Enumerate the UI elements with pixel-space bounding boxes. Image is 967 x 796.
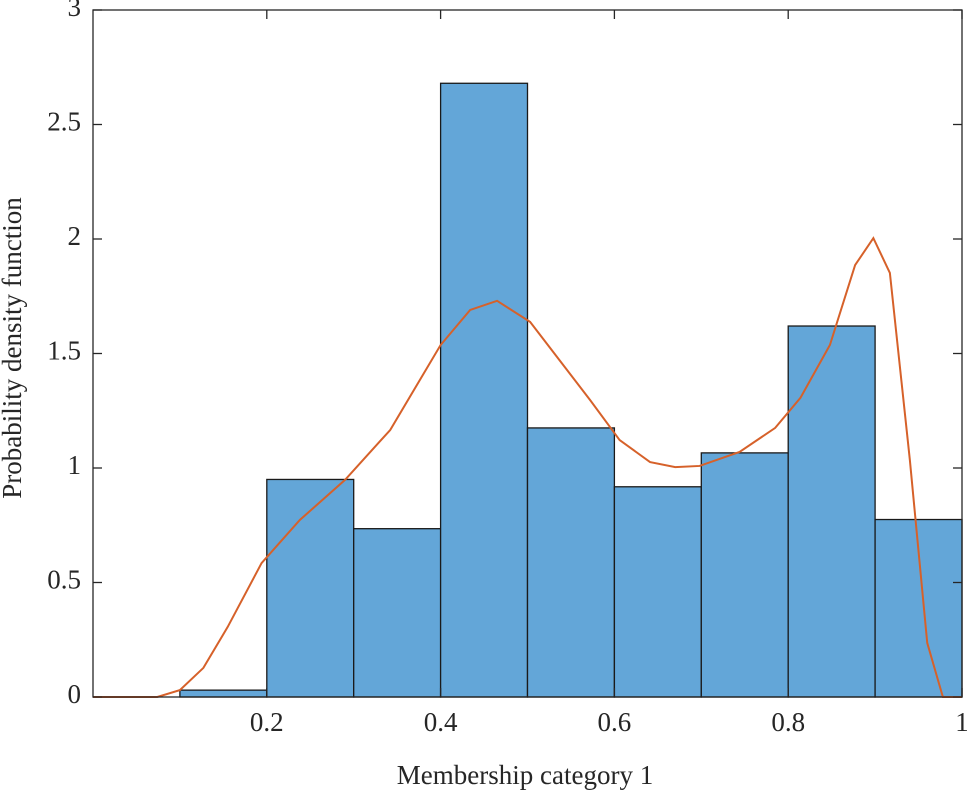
x-tick-label: 0.2 bbox=[250, 707, 284, 737]
histogram-bar bbox=[439, 82, 529, 698]
histogram-bar bbox=[179, 689, 268, 698]
y-tick-label: 2.5 bbox=[47, 107, 81, 137]
x-tick-label: 1 bbox=[955, 707, 967, 737]
x-tick-label: 0.8 bbox=[771, 707, 805, 737]
x-tick-label: 0.6 bbox=[598, 707, 632, 737]
y-tick-label: 1.5 bbox=[47, 336, 81, 366]
density-line bbox=[93, 236, 962, 698]
x-tick-label: 0.4 bbox=[424, 707, 458, 737]
y-tick-label: 0 bbox=[68, 679, 82, 709]
y-tick-label: 1 bbox=[68, 450, 82, 480]
y-tick-label: 0.5 bbox=[47, 565, 81, 595]
y-tick-label: 3 bbox=[68, 0, 82, 22]
histogram-bar bbox=[700, 452, 789, 698]
y-axis-label: Probability density function bbox=[0, 197, 27, 499]
histogram-bar bbox=[787, 325, 876, 698]
histogram-bar bbox=[266, 478, 355, 698]
x-axis-label: Membership category 1 bbox=[397, 760, 653, 790]
histogram-bar bbox=[613, 486, 702, 698]
histogram-bar bbox=[353, 528, 442, 698]
histogram-bar bbox=[526, 427, 616, 698]
y-tick-label: 2 bbox=[68, 221, 82, 251]
